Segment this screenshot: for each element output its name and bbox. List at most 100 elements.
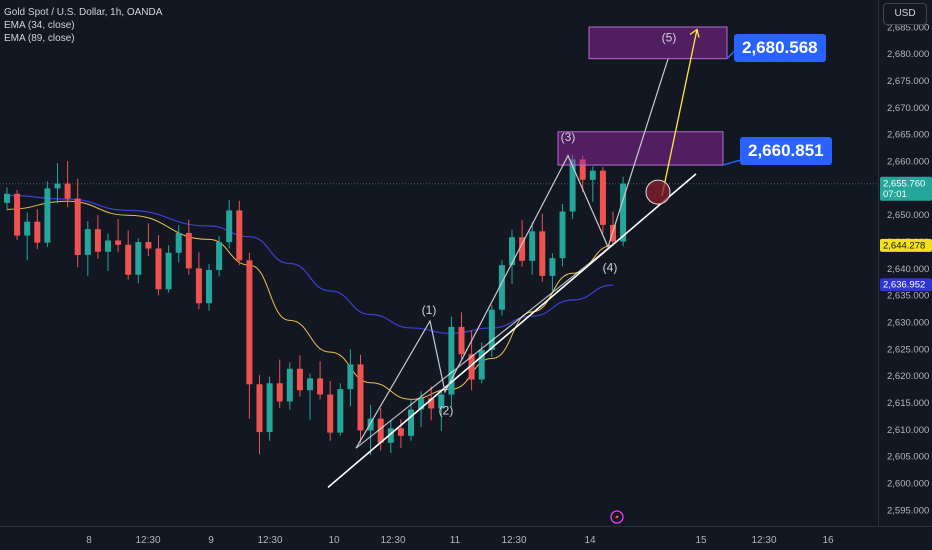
candle	[448, 316, 455, 407]
candle-body	[478, 349, 485, 380]
candle	[125, 230, 132, 280]
wave-label: (5)	[662, 31, 677, 45]
wave-label: (2)	[439, 404, 454, 418]
candle	[4, 187, 10, 211]
candle-body	[74, 198, 81, 255]
price-badge-last-price	[880, 176, 932, 201]
candle	[155, 235, 162, 296]
y-tick-label: 2,650.000	[887, 210, 929, 221]
candle	[165, 245, 172, 293]
projection-arrow-head	[689, 28, 700, 38]
y-tick-label: 2,685.000	[887, 22, 929, 33]
x-tick-label: 9	[208, 535, 214, 546]
ema-89-label: EMA (89, close)	[4, 33, 75, 44]
candle	[599, 166, 606, 234]
candle	[185, 219, 192, 275]
x-tick-label: 12:30	[135, 535, 160, 546]
x-tick-label: 12:30	[751, 535, 776, 546]
candle-body	[559, 211, 566, 259]
candle	[175, 225, 182, 263]
candle-body	[529, 231, 536, 261]
candle-body	[569, 159, 576, 212]
candle-body	[286, 368, 293, 402]
candle	[34, 209, 41, 250]
candle-body	[206, 269, 212, 304]
candle-body	[589, 170, 596, 180]
candle	[589, 166, 596, 202]
candle	[115, 218, 122, 253]
y-tick-label: 2,605.000	[887, 452, 929, 463]
candle-body	[438, 394, 445, 409]
candle	[549, 253, 556, 292]
candle-body	[539, 231, 546, 276]
price-badge-text: 2,655.760	[883, 178, 925, 189]
candle	[74, 178, 81, 268]
chart-legend: Gold Spot / U.S. Dollar, 1h, OANDA EMA (…	[4, 6, 162, 45]
y-tick-label: 2,640.000	[887, 264, 929, 275]
candle-body	[579, 159, 586, 180]
y-tick-label: 2,615.000	[887, 398, 929, 409]
wave-label: (4)	[603, 260, 618, 274]
candle-body	[296, 368, 303, 391]
y-tick-label: 2,620.000	[887, 371, 929, 382]
candle	[276, 359, 283, 408]
candle-body	[367, 418, 374, 431]
candle-body	[448, 326, 455, 395]
candle	[105, 233, 111, 272]
lower-target-callout: 2,660.851	[740, 137, 832, 165]
candle-body	[357, 364, 364, 431]
candle-body	[105, 240, 111, 252]
candle	[64, 161, 71, 208]
candle-body	[266, 383, 273, 433]
candle-body	[347, 364, 354, 390]
candle	[347, 349, 354, 407]
candle-body	[226, 210, 233, 243]
price-badge-countdown: 07:01	[883, 189, 907, 200]
y-tick-label: 2,675.000	[887, 76, 929, 87]
entry-circle-marker	[645, 179, 671, 205]
candle-body	[599, 170, 606, 225]
candle-body	[185, 232, 192, 269]
price-badge-text: 2,636.952	[883, 280, 925, 291]
candle-body	[549, 258, 556, 276]
candle	[620, 176, 627, 247]
candle	[559, 203, 566, 267]
candle	[307, 373, 313, 420]
candle-body	[155, 248, 162, 290]
candle	[610, 211, 616, 246]
lower-callout-connector	[722, 158, 743, 166]
candle	[509, 229, 515, 284]
candle-body	[276, 383, 283, 402]
y-tick-label: 2,680.000	[887, 49, 929, 60]
symbol-title: Gold Spot / U.S. Dollar, 1h, OANDA	[4, 7, 163, 18]
candle-body	[428, 398, 435, 409]
y-tick-label: 2,660.000	[887, 157, 929, 168]
candle	[246, 252, 253, 419]
candle	[296, 355, 303, 397]
candle	[24, 212, 31, 261]
candle	[226, 200, 233, 249]
x-tick-label: 8	[86, 535, 92, 546]
candle-body	[125, 244, 132, 275]
y-tick-label: 2,610.000	[887, 425, 929, 436]
candle-body	[408, 409, 414, 436]
candle-body	[14, 193, 21, 236]
currency-button[interactable]: USD	[883, 3, 927, 25]
lightning-icon-bolt	[615, 513, 619, 521]
price-axis-panel	[878, 0, 932, 550]
candle-body	[317, 378, 324, 395]
candle	[327, 381, 334, 441]
candle-body	[135, 242, 142, 275]
elliott-wave-path	[355, 58, 669, 449]
candle	[135, 238, 142, 284]
candle-body	[519, 237, 526, 261]
candle-body	[145, 242, 152, 249]
candle	[529, 222, 536, 275]
wave-label: (1)	[422, 303, 437, 317]
candle	[458, 312, 465, 361]
price-badge-ema-89	[880, 278, 932, 292]
candle	[84, 221, 91, 276]
lower-target-zone	[557, 131, 724, 166]
candle-body	[307, 378, 313, 391]
